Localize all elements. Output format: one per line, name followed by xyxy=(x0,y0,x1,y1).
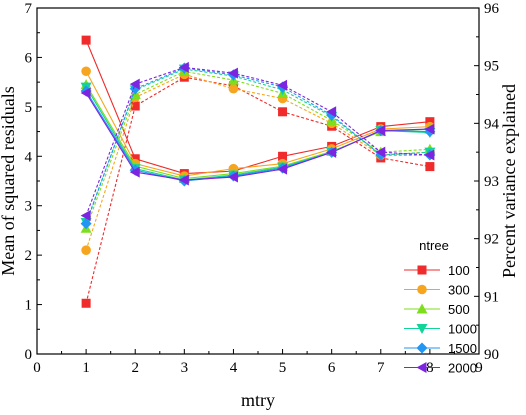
legend-label: 300 xyxy=(448,283,470,298)
x-tick-label: 0 xyxy=(33,360,41,376)
series-layer xyxy=(80,35,436,308)
y-right-tick-label: 96 xyxy=(484,1,500,17)
x-tick-label: 9 xyxy=(475,360,483,376)
legend-item-2000: 2000 xyxy=(404,361,477,376)
series-2000-pve-point xyxy=(80,210,91,222)
series-100-pve xyxy=(81,72,435,308)
series-1000-pve-line xyxy=(85,68,430,223)
x-tick-label: 6 xyxy=(328,360,336,376)
legend-label: 500 xyxy=(448,302,470,317)
legend-marker xyxy=(417,284,427,295)
legend: ntree 100 300 500 1000 1500 2000 xyxy=(404,238,477,376)
legend-label: 1000 xyxy=(448,322,477,337)
legend-label: 2000 xyxy=(448,361,477,376)
y-right-tick-label: 93 xyxy=(484,174,499,190)
series-100-mse-point xyxy=(130,154,140,164)
series-300-mse-point xyxy=(81,66,91,77)
series-2000-pve-line xyxy=(85,66,430,216)
x-tick-label: 3 xyxy=(181,360,189,376)
series-100-mse-point xyxy=(278,151,288,161)
right-y-axis-title: Percent variance explained xyxy=(499,84,519,278)
legend-item-1000: 1000 xyxy=(404,322,477,337)
y-right-tick-label: 95 xyxy=(484,59,499,75)
series-2000-pve-point xyxy=(277,79,288,91)
right-y-axis: 90 91 92 93 94 95 96 xyxy=(474,1,500,363)
x-tick-label: 1 xyxy=(82,360,90,376)
series-2000-mse-point xyxy=(178,174,189,186)
x-tick-label: 4 xyxy=(230,360,238,376)
y-left-tick-label: 6 xyxy=(25,50,33,66)
series-2000-pve-point xyxy=(424,149,435,161)
series-2000-mse-point xyxy=(277,163,288,175)
series-2000-mse-point xyxy=(80,87,91,99)
series-1500-pve-line xyxy=(85,67,430,224)
legend-marker xyxy=(416,342,428,354)
legend-item-100: 100 xyxy=(404,263,470,278)
series-2000-pve-point xyxy=(178,61,189,73)
series-100-mse-point xyxy=(81,35,91,45)
series-2000-pve-point xyxy=(375,146,386,158)
series-100-mse-line xyxy=(85,39,430,175)
series-2000-pve-point xyxy=(326,106,337,118)
series-500-mse-line xyxy=(85,84,430,180)
series-100-mse-point xyxy=(425,117,435,127)
y-right-tick-label: 91 xyxy=(484,289,499,305)
legend-marker xyxy=(416,362,427,373)
x-axis: 0123456789 xyxy=(33,349,483,376)
series-2000 xyxy=(80,61,435,222)
series-2000-mse-point xyxy=(424,123,435,135)
series-2000-pve xyxy=(80,61,435,222)
series-2000-mse xyxy=(80,87,435,186)
series-500-pve-line xyxy=(85,70,430,229)
y-left-tick-label: 4 xyxy=(25,149,33,165)
y-right-tick-label: 90 xyxy=(484,347,499,363)
x-tick-label: 7 xyxy=(377,360,385,376)
y-left-tick-label: 2 xyxy=(25,248,33,264)
legend-marker xyxy=(416,303,428,314)
x-tick-label: 2 xyxy=(131,360,139,376)
series-100-pve-point xyxy=(278,107,288,117)
series-100-pve-point xyxy=(81,298,91,308)
series-2000-mse-point xyxy=(326,146,337,158)
y-right-tick-label: 94 xyxy=(484,116,500,132)
legend-item-500: 500 xyxy=(404,302,470,317)
legend-title: ntree xyxy=(419,238,449,253)
series-2000-mse-line xyxy=(85,92,430,181)
left-y-axis-title: Mean of squared residuals xyxy=(0,86,18,275)
series-300-pve-point xyxy=(228,83,239,94)
legend-label: 100 xyxy=(448,263,470,278)
y-left-tick-label: 7 xyxy=(25,1,33,17)
series-100-pve-point xyxy=(425,162,435,172)
y-left-tick-label: 1 xyxy=(25,298,33,314)
series-2000-pve-point xyxy=(227,67,238,79)
legend-item-300: 300 xyxy=(404,283,470,298)
legend-marker xyxy=(417,265,427,275)
y-left-tick-label: 0 xyxy=(25,347,33,363)
series-1500-pve-point xyxy=(80,218,92,230)
series-2000-mse-point xyxy=(227,171,238,183)
series-300-mse-line xyxy=(85,71,430,177)
series-300-pve-line xyxy=(85,73,430,251)
series-300-pve-point xyxy=(81,245,91,255)
series-2000-mse-point xyxy=(129,166,140,178)
legend-label: 1500 xyxy=(448,341,477,356)
x-axis-title: mtry xyxy=(241,390,275,410)
left-y-axis: 0 1 2 3 4 5 6 7 xyxy=(25,1,42,363)
series-100-pve-line xyxy=(85,76,430,304)
y-right-tick-label: 92 xyxy=(484,232,499,248)
series-2000-mse-point xyxy=(375,125,386,137)
legend-item-1500: 1500 xyxy=(404,341,477,356)
y-left-tick-label: 3 xyxy=(25,199,33,215)
y-left-tick-label: 5 xyxy=(25,100,33,116)
legend-marker xyxy=(416,324,428,334)
series-2000-pve-point xyxy=(129,78,140,90)
series-100-pve-point xyxy=(130,101,140,111)
x-tick-label: 5 xyxy=(279,360,287,376)
